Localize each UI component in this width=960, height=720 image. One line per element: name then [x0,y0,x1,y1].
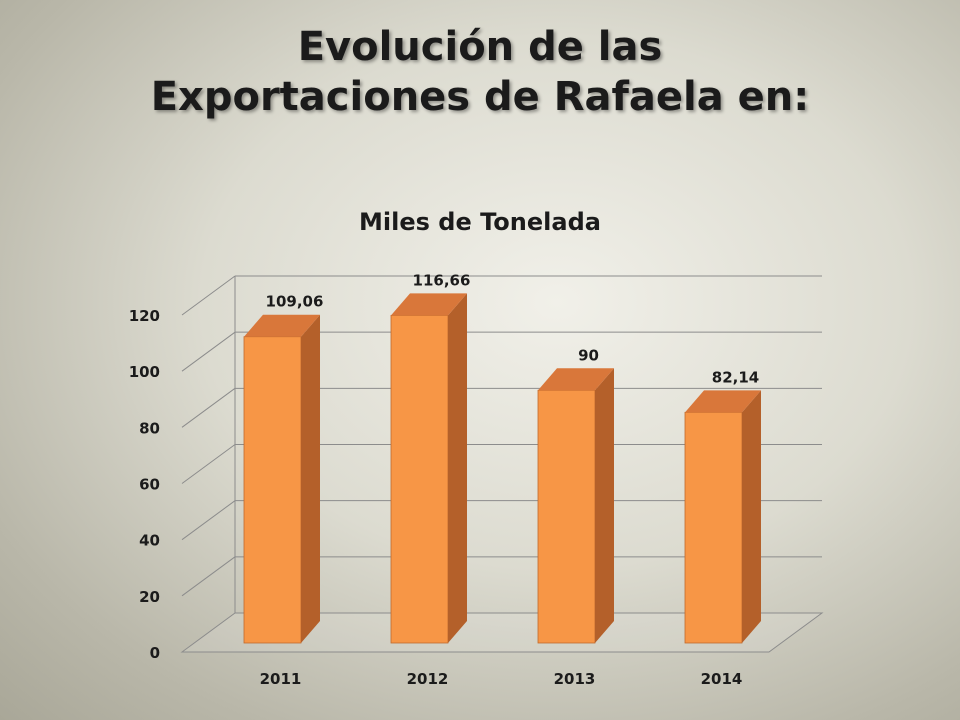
bar-top [244,314,320,337]
bar-top [538,368,614,391]
chart-floor [180,612,824,653]
bar-series [243,293,761,644]
y-tick-label: 20 [139,588,160,606]
x-tick-label: 2012 [407,670,449,688]
gridline-side [181,556,236,597]
chart-title: Miles de Tonelada [359,208,601,236]
data-label: 109,06 [266,293,324,311]
bar [537,368,614,644]
gridline-side [181,275,236,316]
data-label: 116,66 [413,271,471,289]
gridline-side [181,444,236,484]
bar-front [243,336,302,644]
y-tick-label: 60 [139,476,160,494]
gridline-side [181,500,236,541]
slide-title: Evolución de las Exportaciones de Rafael… [0,22,960,122]
x-tick-label: 2011 [260,670,302,688]
y-tick-label: 40 [139,532,160,550]
y-tick-label: 0 [150,644,160,662]
bar [243,314,320,644]
y-tick-label: 100 [129,363,160,381]
bar-front [684,411,743,644]
bar-front [390,314,449,644]
y-tick-label: 80 [139,419,160,437]
bar-side [448,293,467,643]
bar-front [537,389,596,644]
y-tick-label: 120 [129,307,160,325]
data-labels: 109,06 116,66 90 82,14 [266,271,760,386]
bar [684,390,761,644]
data-label: 90 [578,346,599,364]
x-tick-label: 2013 [554,670,596,688]
x-tick-label: 2014 [701,670,743,688]
data-label: 82,14 [712,368,759,386]
x-axis: 2011 2012 2013 2014 [260,670,743,688]
bar-top [685,390,761,413]
bar-side [595,368,614,643]
bar-side [742,390,761,643]
bar [390,293,467,644]
bar-top [391,293,467,316]
slide-title-line-2: Exportaciones de Rafaela en: [150,74,810,120]
bar-side [301,314,320,643]
gridline-side [181,331,236,372]
y-axis: 0 20 40 60 80 100 120 [129,307,160,662]
gridline-side [181,387,236,428]
slide-title-line-1: Evolución de las [297,24,663,70]
